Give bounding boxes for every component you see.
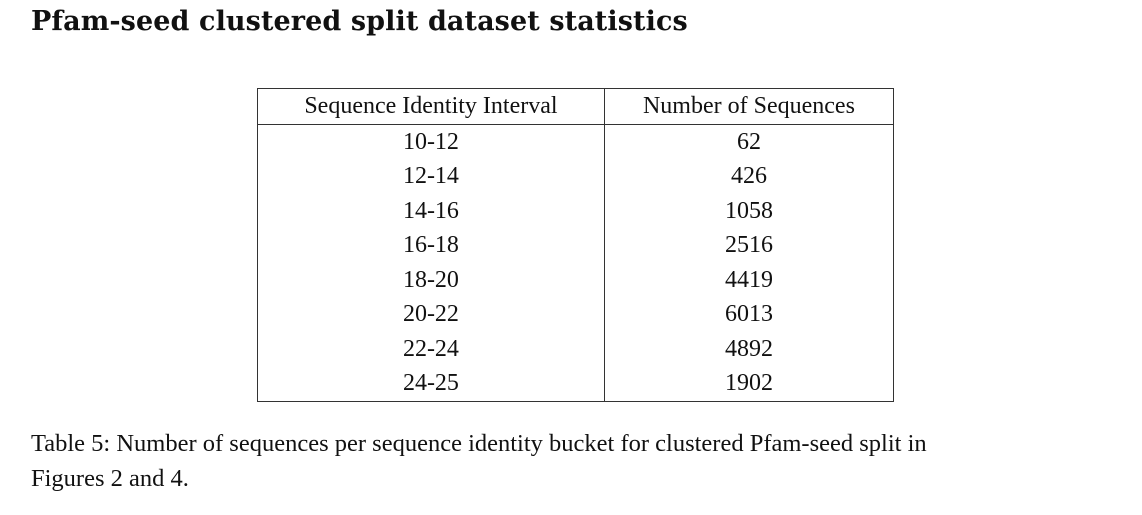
interval-cell: 12-14 [257,159,605,194]
interval-cell: 24-25 [257,366,605,401]
table-row: 20-22 6013 [257,297,894,332]
caption-line-2: Figures 2 and 4. [31,465,189,492]
count-cell: 2516 [724,232,773,258]
table-row: 14-16 1058 [257,193,894,228]
header-number-of-sequences: Number of Sequences [604,88,894,125]
table-row: 10-12 62 [257,124,894,159]
table-row: 12-14 426 [257,159,894,194]
table-row: 22-24 4892 [257,331,894,366]
interval-cell: 16-18 [257,228,605,263]
interval-cell: 10-12 [257,124,605,159]
table-caption: Table 5: Number of sequences per sequenc… [31,426,1131,496]
count-cell: 62 [736,128,761,155]
header-sequence-identity-interval: Sequence Identity Interval [257,88,605,125]
count-cell: 426 [730,163,767,189]
interval-cell: 22-24 [257,331,605,366]
count-cell: 4419 [724,266,773,293]
interval-cell: 14-16 [257,193,605,228]
section-heading: Pfam-seed clustered split dataset statis… [31,6,688,37]
count-cell: 4892 [724,335,773,362]
table-header-row: Sequence Identity Interval Number of Seq… [257,88,894,125]
statistics-table: Sequence Identity Interval Number of Seq… [257,88,894,402]
table-row: 18-20 4419 [257,262,894,297]
caption-line-1: Table 5: Number of sequences per sequenc… [31,430,927,457]
statistics-table-container: Sequence Identity Interval Number of Seq… [257,88,894,402]
count-cell: 1058 [724,197,773,224]
table-row: 24-25 1902 [257,366,894,401]
table-row: 16-18 2516 [257,228,894,263]
count-cell: 1902 [724,370,773,396]
interval-cell: 18-20 [257,262,605,297]
count-cell: 6013 [724,301,773,327]
interval-cell: 20-22 [257,297,605,332]
